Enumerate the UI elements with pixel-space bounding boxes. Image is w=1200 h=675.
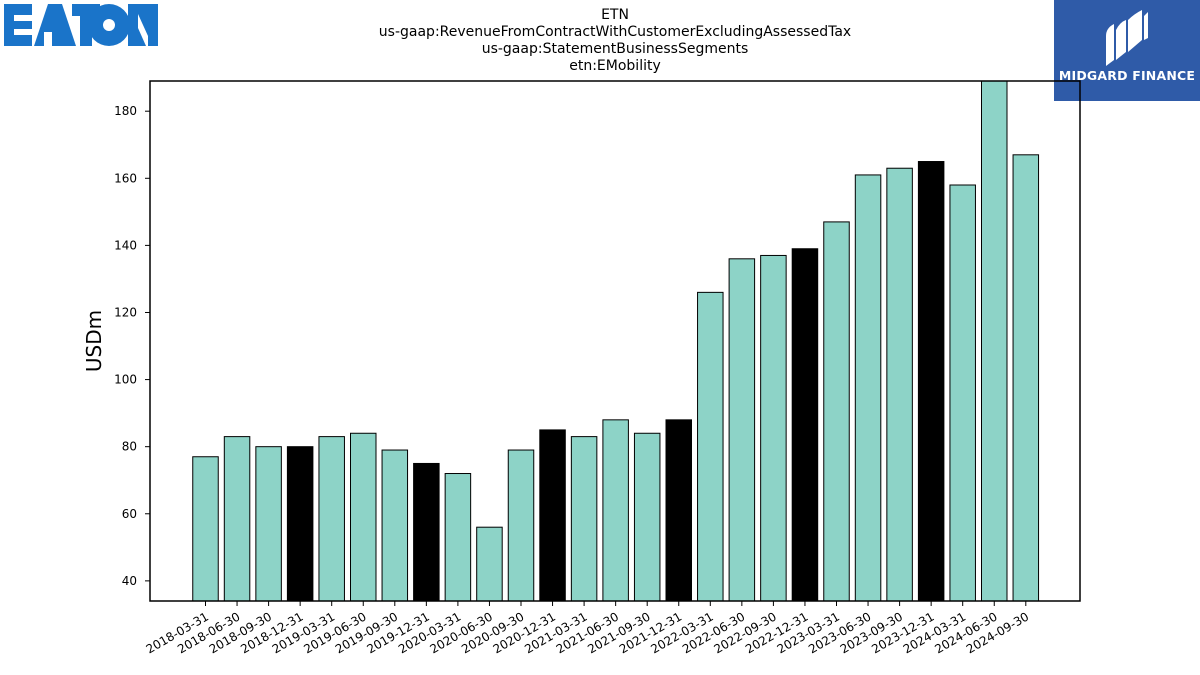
bar-2020-06-30 (476, 526, 503, 602)
midgard-emblem-icon (1106, 10, 1148, 66)
bar-2023-03-31 (823, 221, 850, 602)
eaton-logo (4, 4, 158, 46)
y-tick-label: 180 (114, 104, 137, 118)
y-tick-label: 40 (122, 574, 137, 588)
bars-layer (192, 80, 1040, 602)
bar-2020-03-31 (444, 473, 472, 602)
bar-2021-06-30 (602, 419, 629, 602)
y-tick-label: 160 (114, 171, 137, 185)
bar-2021-12-31 (665, 419, 692, 602)
midgard-logo-text: MIDGARD FINANCE (1058, 68, 1196, 83)
midgard-finance-logo: MIDGARD FINANCE (1054, 0, 1200, 101)
bar-2022-12-31 (791, 248, 819, 602)
y-tick-label: 60 (122, 507, 137, 521)
chart-title-line-4: etn:EMobility (569, 58, 661, 74)
bar-2024-09-30 (1012, 154, 1040, 602)
bar-2024-06-30 (981, 80, 1008, 602)
bar-2021-09-30 (633, 432, 661, 602)
y-tick-label: 140 (114, 238, 137, 252)
bar-2019-09-30 (381, 449, 409, 602)
bar-2020-09-30 (507, 449, 535, 602)
y-tick-label: 120 (114, 305, 137, 319)
bar-2018-06-30 (223, 436, 251, 602)
bar-2019-12-31 (413, 462, 440, 602)
plot-frame (149, 80, 1081, 602)
bar-2023-06-30 (854, 174, 882, 602)
bar-2022-09-30 (760, 254, 787, 602)
bar-2022-06-30 (728, 258, 756, 602)
bar-2020-12-31 (539, 429, 566, 602)
chart-title: ETN us-gaap:RevenueFromContractWithCusto… (300, 7, 930, 75)
bar-2023-09-30 (886, 167, 913, 602)
chart-title-line-1: ETN (601, 7, 629, 23)
y-axis-label: USDm (82, 310, 106, 372)
bar-2019-06-30 (350, 432, 377, 602)
bar-2018-12-31 (286, 446, 314, 602)
chart-title-line-2: us-gaap:RevenueFromContractWithCustomerE… (378, 24, 852, 40)
bar-2024-03-31 (949, 184, 976, 602)
y-tick-label: 100 (114, 373, 137, 387)
bar-2022-03-31 (697, 291, 724, 602)
bar-2021-03-31 (570, 436, 598, 602)
chart-title-line-3: us-gaap:StatementBusinessSegments (481, 41, 749, 57)
bar-2018-03-31 (192, 456, 219, 602)
y-tick-label: 80 (122, 440, 137, 454)
bar-2023-12-31 (917, 161, 945, 602)
bar-2019-03-31 (318, 436, 345, 602)
bar-2018-09-30 (255, 446, 282, 602)
